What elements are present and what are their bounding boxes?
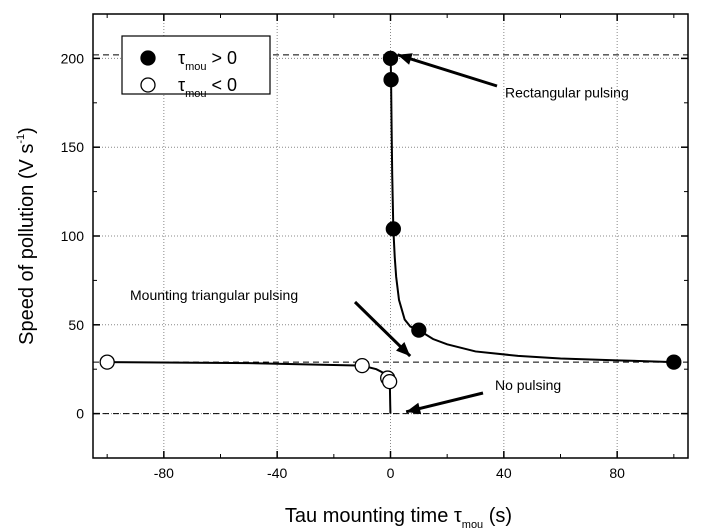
data-point-positive <box>385 221 401 237</box>
data-point-negative <box>99 354 115 370</box>
x-axis-title-subscript: mou <box>462 519 483 531</box>
annotation-arrow-mounting-head <box>396 342 411 357</box>
x-axis-title-unit: (s) <box>483 505 512 527</box>
annotation-arrow-no-pulsing-head <box>406 402 422 415</box>
fit-curve-negative <box>107 361 392 414</box>
legend-label-relation: > 0 <box>207 48 238 68</box>
y-tick-label: 150 <box>61 139 85 155</box>
legend-marker <box>140 77 156 93</box>
annotation-arrow-rectangular <box>397 53 498 88</box>
y-tick-label: 50 <box>68 317 84 333</box>
y-tick-label: 0 <box>76 406 84 422</box>
data-point-negative <box>381 373 398 390</box>
legend-label-tau: τ <box>178 75 185 95</box>
y-axis-title-close: ) <box>16 127 38 134</box>
legend-label: τmou > 0 <box>178 48 237 73</box>
x-tick-label: -80 <box>154 465 174 481</box>
annotation-rectangular: Rectangular pulsing <box>505 84 629 100</box>
data-point-negative <box>354 357 370 374</box>
legend-label-subscript: mou <box>185 61 206 73</box>
axis-labels: Tau mounting time τmou (s) Speed of pollu… <box>15 127 512 531</box>
fit-curve-positive <box>389 58 674 364</box>
annotation-no-pulsing: No pulsing <box>495 377 561 393</box>
annotation-mounting: Mounting triangular pulsing <box>130 287 298 303</box>
legend-label-relation: < 0 <box>207 75 238 95</box>
y-tick-label: 100 <box>61 228 85 244</box>
annotation-arrow-rectangular-head <box>397 53 413 65</box>
y-axis-title: Speed of pollution (V s-1) <box>15 127 38 345</box>
legend-label: τmou < 0 <box>178 75 237 100</box>
x-tick-label: 0 <box>387 465 395 481</box>
legend-marker <box>140 50 156 66</box>
x-tick-label: 80 <box>609 465 625 481</box>
legend-label-tau: τ <box>178 48 185 68</box>
y-axis-title-superscript: -1 <box>15 134 27 144</box>
reference-lines <box>93 54 688 415</box>
x-axis-title: Tau mounting time τmou (s) <box>285 505 512 531</box>
data-markers <box>99 50 682 390</box>
data-point-positive <box>666 354 682 370</box>
y-axis-title-main: Speed of pollution (V s <box>16 144 38 345</box>
axes: -80 -40 0 40 80 0 50 100 150 200 <box>61 13 689 481</box>
y-tick-label: 200 <box>61 50 85 66</box>
x-tick-label: 40 <box>496 465 512 481</box>
data-point-positive <box>382 50 399 67</box>
data-point-positive <box>411 322 427 338</box>
data-point-positive <box>383 72 399 88</box>
annotations: Rectangular pulsing Mounting triangular p… <box>130 53 629 415</box>
x-tick-label: -40 <box>267 465 287 481</box>
x-axis-title-main: Tau mounting time τ <box>285 505 462 527</box>
legend-label-subscript: mou <box>185 88 206 100</box>
